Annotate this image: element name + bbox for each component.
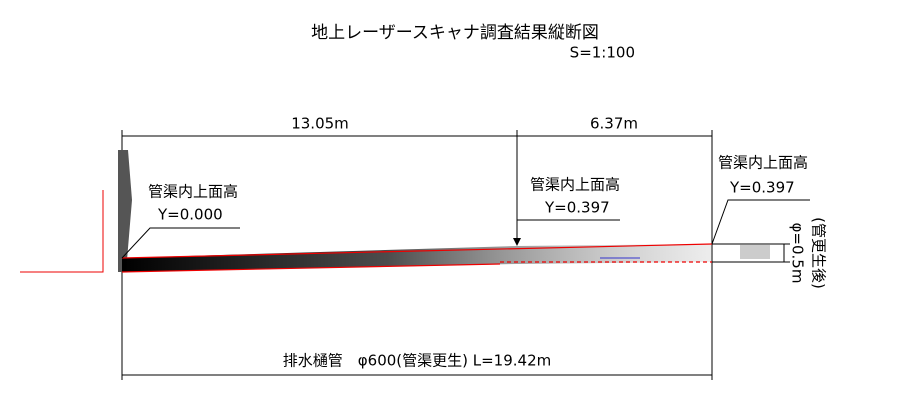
pipe-top — [121, 243, 713, 259]
level-label: 管渠内上面高 — [148, 183, 238, 201]
leader-line — [516, 219, 620, 240]
diameter-note: (管更生後) — [810, 217, 828, 289]
level-label: 管渠内上面高 — [530, 176, 620, 194]
pipe-bottom — [121, 263, 501, 273]
level-label: 管渠内上面高 — [718, 154, 808, 172]
wall-cloud — [118, 150, 132, 272]
point-cloud — [740, 245, 770, 259]
point-cloud — [122, 244, 712, 272]
dimension-label: 13.05m — [291, 115, 349, 133]
scale: S=1:100 — [570, 44, 635, 62]
dimension-label: 排水樋管 φ600(管渠更生) L=19.42m — [283, 352, 551, 370]
level-value: Y=0.397 — [729, 179, 795, 197]
ground-line — [20, 190, 104, 273]
title: 地上レーザースキャナ調査結果縦断図 — [311, 23, 599, 43]
leader-line — [711, 199, 810, 245]
level-value: Y=0.000 — [157, 206, 223, 224]
leader-arrow — [513, 238, 521, 246]
level-value: Y=0.397 — [544, 199, 610, 217]
leader-line — [121, 227, 240, 259]
diameter-label: φ=0.5m — [789, 223, 807, 284]
dimension-label: 6.37m — [590, 115, 638, 133]
